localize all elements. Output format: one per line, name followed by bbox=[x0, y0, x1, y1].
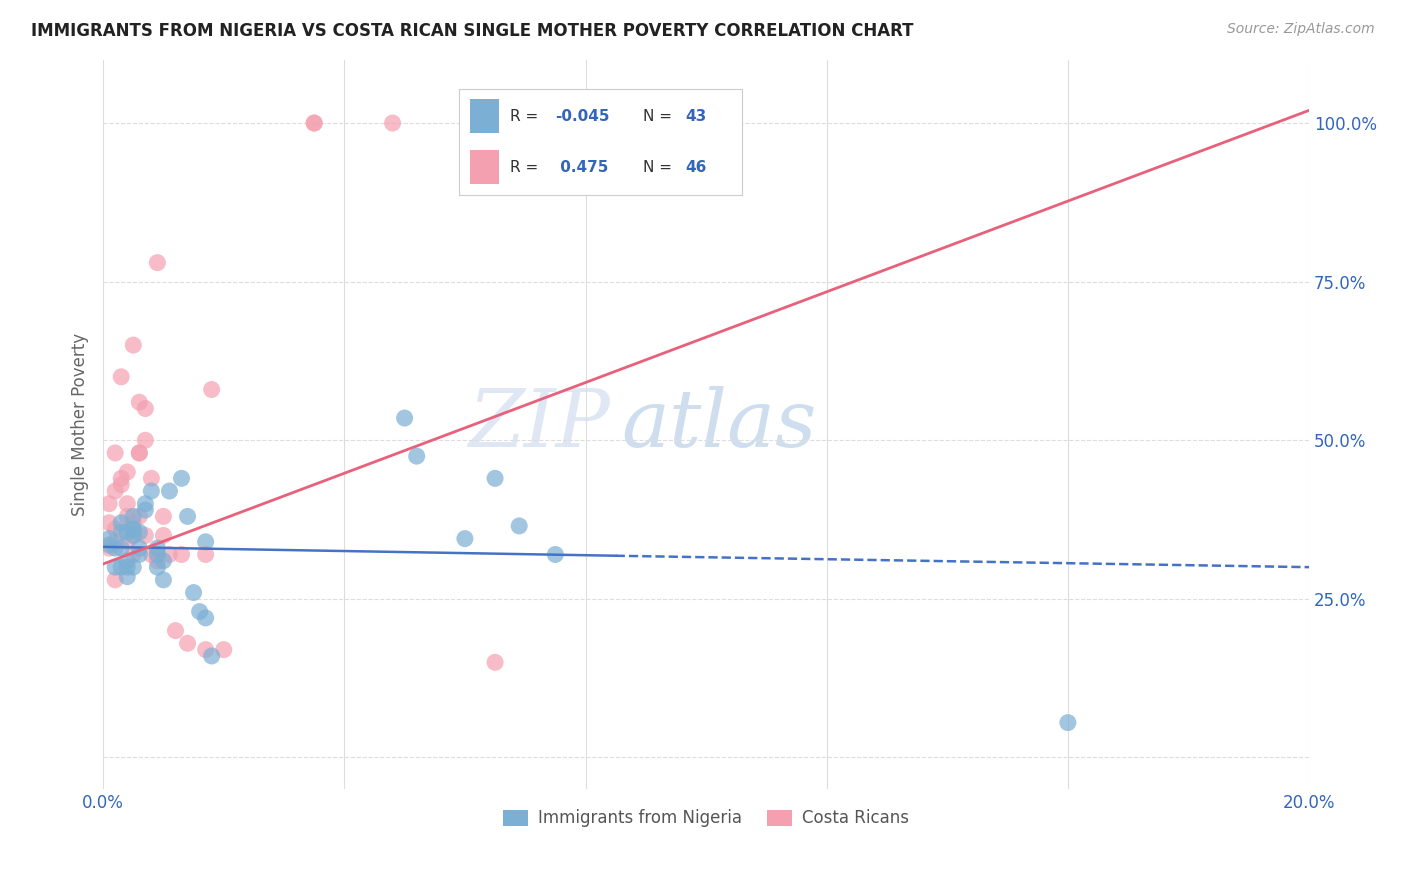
Point bbox=[146, 548, 169, 562]
Point bbox=[176, 509, 198, 524]
Point bbox=[508, 519, 530, 533]
Point bbox=[170, 548, 193, 562]
Point bbox=[128, 395, 150, 409]
Point bbox=[110, 516, 132, 530]
Point bbox=[170, 471, 193, 485]
Point bbox=[117, 465, 139, 479]
Point bbox=[134, 497, 156, 511]
Point bbox=[152, 509, 174, 524]
Point bbox=[146, 554, 169, 568]
Point bbox=[381, 116, 404, 130]
Point bbox=[110, 477, 132, 491]
Point bbox=[128, 541, 150, 555]
Point bbox=[134, 401, 156, 416]
Point bbox=[141, 548, 163, 562]
Point bbox=[104, 446, 127, 460]
Point bbox=[134, 434, 156, 448]
Point bbox=[134, 528, 156, 542]
Point bbox=[122, 522, 145, 536]
Point bbox=[302, 116, 325, 130]
Point bbox=[1057, 715, 1080, 730]
Point bbox=[201, 648, 224, 663]
Point bbox=[110, 541, 132, 555]
Point bbox=[128, 509, 150, 524]
Point bbox=[194, 548, 217, 562]
Point bbox=[302, 116, 325, 130]
Point bbox=[104, 483, 127, 498]
Point bbox=[454, 532, 477, 546]
Point bbox=[484, 656, 506, 670]
Point bbox=[128, 548, 150, 562]
Point bbox=[194, 611, 217, 625]
Point bbox=[122, 548, 145, 562]
Point bbox=[165, 624, 187, 638]
Point bbox=[159, 483, 181, 498]
Point bbox=[117, 554, 139, 568]
Point bbox=[141, 483, 163, 498]
Point bbox=[98, 516, 121, 530]
Text: Source: ZipAtlas.com: Source: ZipAtlas.com bbox=[1227, 22, 1375, 37]
Point bbox=[146, 255, 169, 269]
Point bbox=[117, 497, 139, 511]
Point bbox=[98, 541, 121, 555]
Point bbox=[128, 525, 150, 540]
Point bbox=[122, 338, 145, 352]
Point bbox=[405, 449, 427, 463]
Point bbox=[110, 525, 132, 540]
Point bbox=[104, 522, 127, 536]
Y-axis label: Single Mother Poverty: Single Mother Poverty bbox=[72, 333, 89, 516]
Point bbox=[117, 560, 139, 574]
Point bbox=[117, 525, 139, 540]
Point bbox=[110, 369, 132, 384]
Text: IMMIGRANTS FROM NIGERIA VS COSTA RICAN SINGLE MOTHER POVERTY CORRELATION CHART: IMMIGRANTS FROM NIGERIA VS COSTA RICAN S… bbox=[31, 22, 914, 40]
Point bbox=[128, 446, 150, 460]
Point bbox=[201, 383, 224, 397]
Point bbox=[122, 516, 145, 530]
Point bbox=[122, 509, 145, 524]
Point bbox=[98, 497, 121, 511]
Point bbox=[122, 528, 145, 542]
Point bbox=[152, 528, 174, 542]
Point bbox=[134, 503, 156, 517]
Point bbox=[117, 570, 139, 584]
Point bbox=[104, 541, 127, 555]
Point bbox=[194, 534, 217, 549]
Point bbox=[394, 411, 416, 425]
Point bbox=[104, 534, 127, 549]
Point bbox=[104, 560, 127, 574]
Point bbox=[117, 534, 139, 549]
Point bbox=[176, 636, 198, 650]
Point bbox=[141, 471, 163, 485]
Point bbox=[152, 573, 174, 587]
Point bbox=[159, 548, 181, 562]
Text: atlas: atlas bbox=[621, 385, 817, 463]
Point bbox=[98, 532, 121, 546]
Point bbox=[110, 471, 132, 485]
Point bbox=[146, 541, 169, 555]
Point bbox=[128, 446, 150, 460]
Point bbox=[146, 560, 169, 574]
Point bbox=[194, 642, 217, 657]
Legend: Immigrants from Nigeria, Costa Ricans: Immigrants from Nigeria, Costa Ricans bbox=[495, 801, 918, 836]
Point bbox=[484, 471, 506, 485]
Point bbox=[122, 560, 145, 574]
Point bbox=[152, 554, 174, 568]
Point bbox=[695, 116, 717, 130]
Point bbox=[98, 538, 121, 552]
Point bbox=[188, 605, 211, 619]
Point bbox=[146, 548, 169, 562]
Point bbox=[122, 522, 145, 536]
Point bbox=[117, 509, 139, 524]
Text: ZIP: ZIP bbox=[468, 385, 610, 463]
Point bbox=[183, 585, 205, 599]
Point bbox=[212, 642, 235, 657]
Point bbox=[544, 548, 567, 562]
Point bbox=[104, 573, 127, 587]
Point bbox=[122, 528, 145, 542]
Point bbox=[110, 560, 132, 574]
